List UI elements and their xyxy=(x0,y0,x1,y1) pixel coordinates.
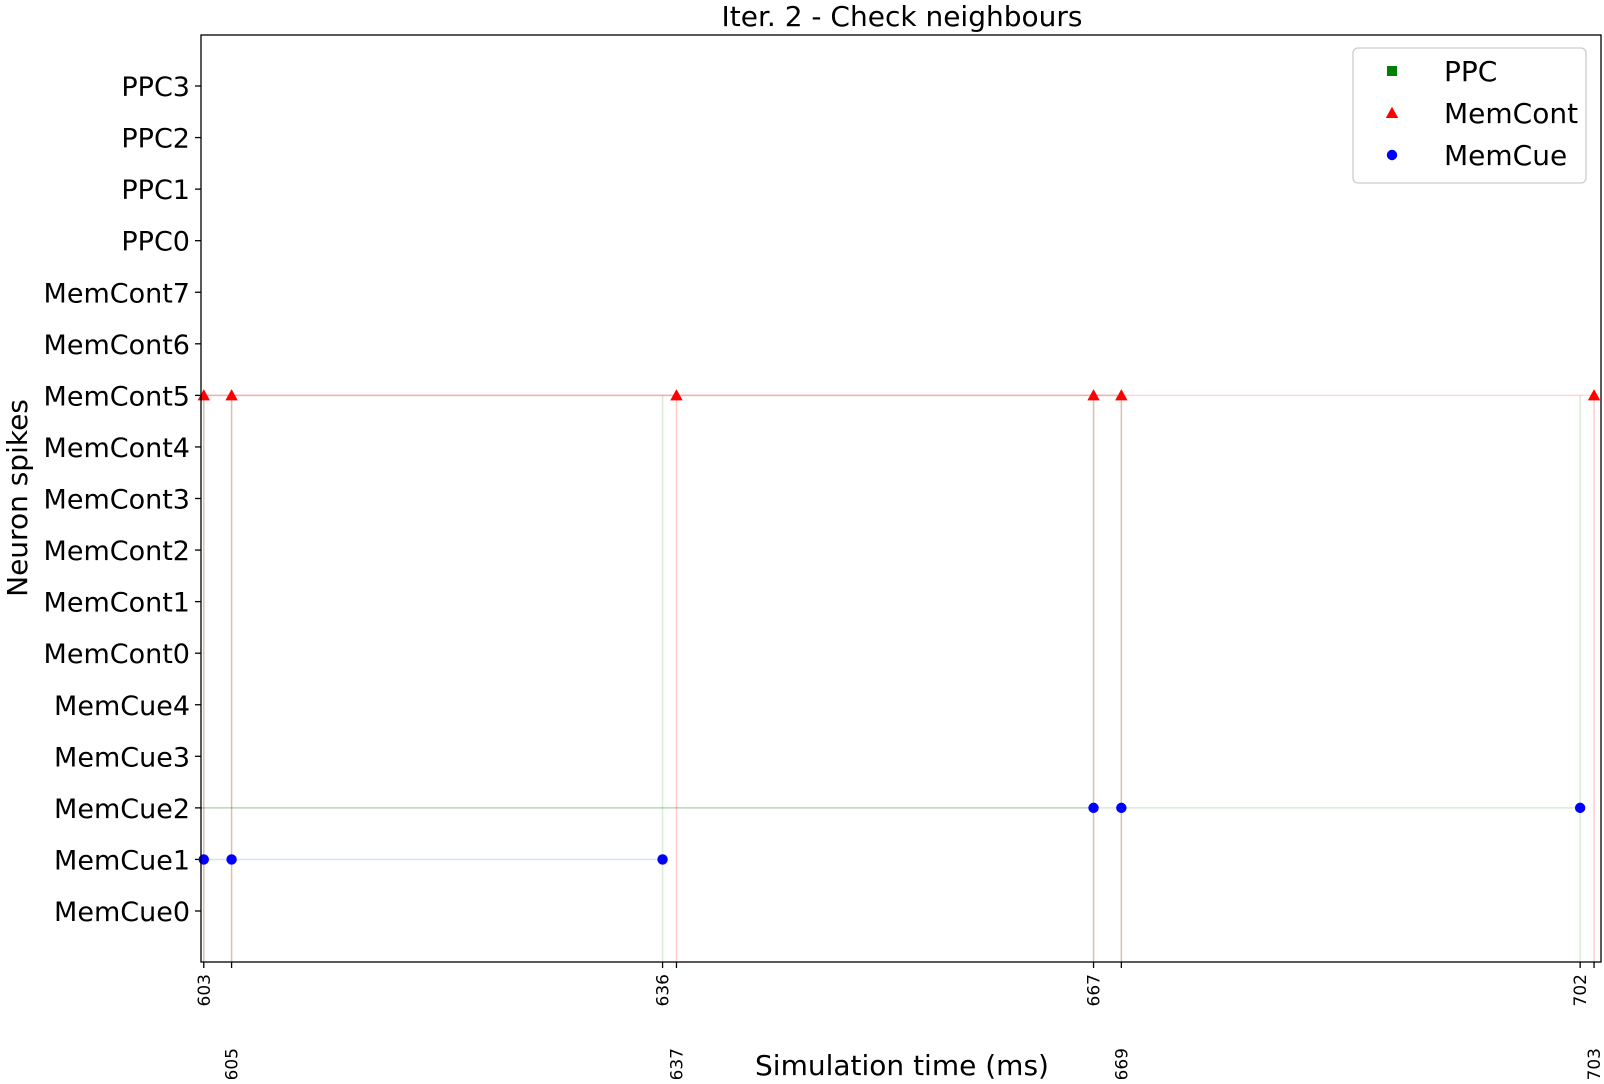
y-tick-label: MemCont1 xyxy=(44,588,190,619)
y-tick-label: MemCont6 xyxy=(44,330,190,361)
x-axis-ticks: 603 605 636 637 667 669 702 703 xyxy=(195,962,1604,1080)
legend-label: MemCue xyxy=(1444,139,1567,172)
plot-area-frame xyxy=(200,34,1602,963)
data-point-memcue xyxy=(198,854,209,865)
data-points xyxy=(197,389,1601,865)
y-tick-label: MemCue0 xyxy=(54,897,190,928)
x-tick-label: 636 xyxy=(654,974,674,1006)
data-point-memcont xyxy=(1115,389,1128,401)
x-tick-label: 603 xyxy=(195,974,215,1006)
x-tick-label: 702 xyxy=(1571,974,1591,1006)
x-axis-label: Simulation time (ms) xyxy=(755,1049,1049,1079)
x-tick-label: 637 xyxy=(667,1048,687,1079)
y-tick-label: MemCont2 xyxy=(44,536,190,567)
legend-marker-memcont xyxy=(1385,106,1399,118)
y-tick-label: MemCue3 xyxy=(54,742,190,773)
legend-box xyxy=(1352,47,1587,184)
y-tick-label: PPC1 xyxy=(121,175,190,206)
legend-label: MemCont xyxy=(1444,97,1578,130)
data-point-memcue xyxy=(657,854,668,865)
data-point-memcont xyxy=(225,389,238,401)
x-tick-label: 669 xyxy=(1112,1048,1132,1079)
y-tick-label: PPC0 xyxy=(121,227,190,258)
chart-title: Iter. 2 - Check neighbours xyxy=(722,0,1083,33)
legend-label: PPC xyxy=(1444,55,1497,88)
y-tick-label: MemCue2 xyxy=(54,794,190,825)
y-axis-label: Neuron spikes xyxy=(1,399,34,597)
legend-marker-memcue xyxy=(1386,149,1398,161)
data-point-memcue xyxy=(1574,802,1586,814)
y-tick-label: PPC2 xyxy=(121,124,190,155)
y-tick-label: MemCont5 xyxy=(44,381,190,412)
y-tick-label: MemCont7 xyxy=(44,278,190,309)
x-tick-label: 703 xyxy=(1585,1048,1604,1079)
y-tick-label: MemCont3 xyxy=(44,485,190,516)
data-point-memcue xyxy=(1088,802,1099,814)
legend-marker-ppc xyxy=(1387,66,1397,76)
y-tick-label: MemCue4 xyxy=(54,691,190,722)
x-tick-label: 605 xyxy=(223,1048,243,1079)
x-tick-label: 667 xyxy=(1085,974,1105,1006)
data-point-memcont xyxy=(670,389,683,401)
legend: PPC MemCont MemCue xyxy=(1352,47,1587,184)
y-tick-label: MemCont4 xyxy=(44,433,190,464)
y-axis-ticks: MemCue0 MemCue1 MemCue2 MemCue3 MemCue4 MemCo… xyxy=(44,72,201,928)
data-point-memcont xyxy=(1087,389,1100,401)
y-tick-label: MemCue1 xyxy=(54,845,190,876)
data-point-memcue xyxy=(1116,802,1127,814)
y-tick-label: PPC3 xyxy=(121,72,190,103)
data-point-memcue xyxy=(226,854,237,865)
data-point-memcont xyxy=(1587,389,1601,401)
guide-lines xyxy=(201,394,1595,962)
y-tick-label: MemCont0 xyxy=(44,639,190,670)
